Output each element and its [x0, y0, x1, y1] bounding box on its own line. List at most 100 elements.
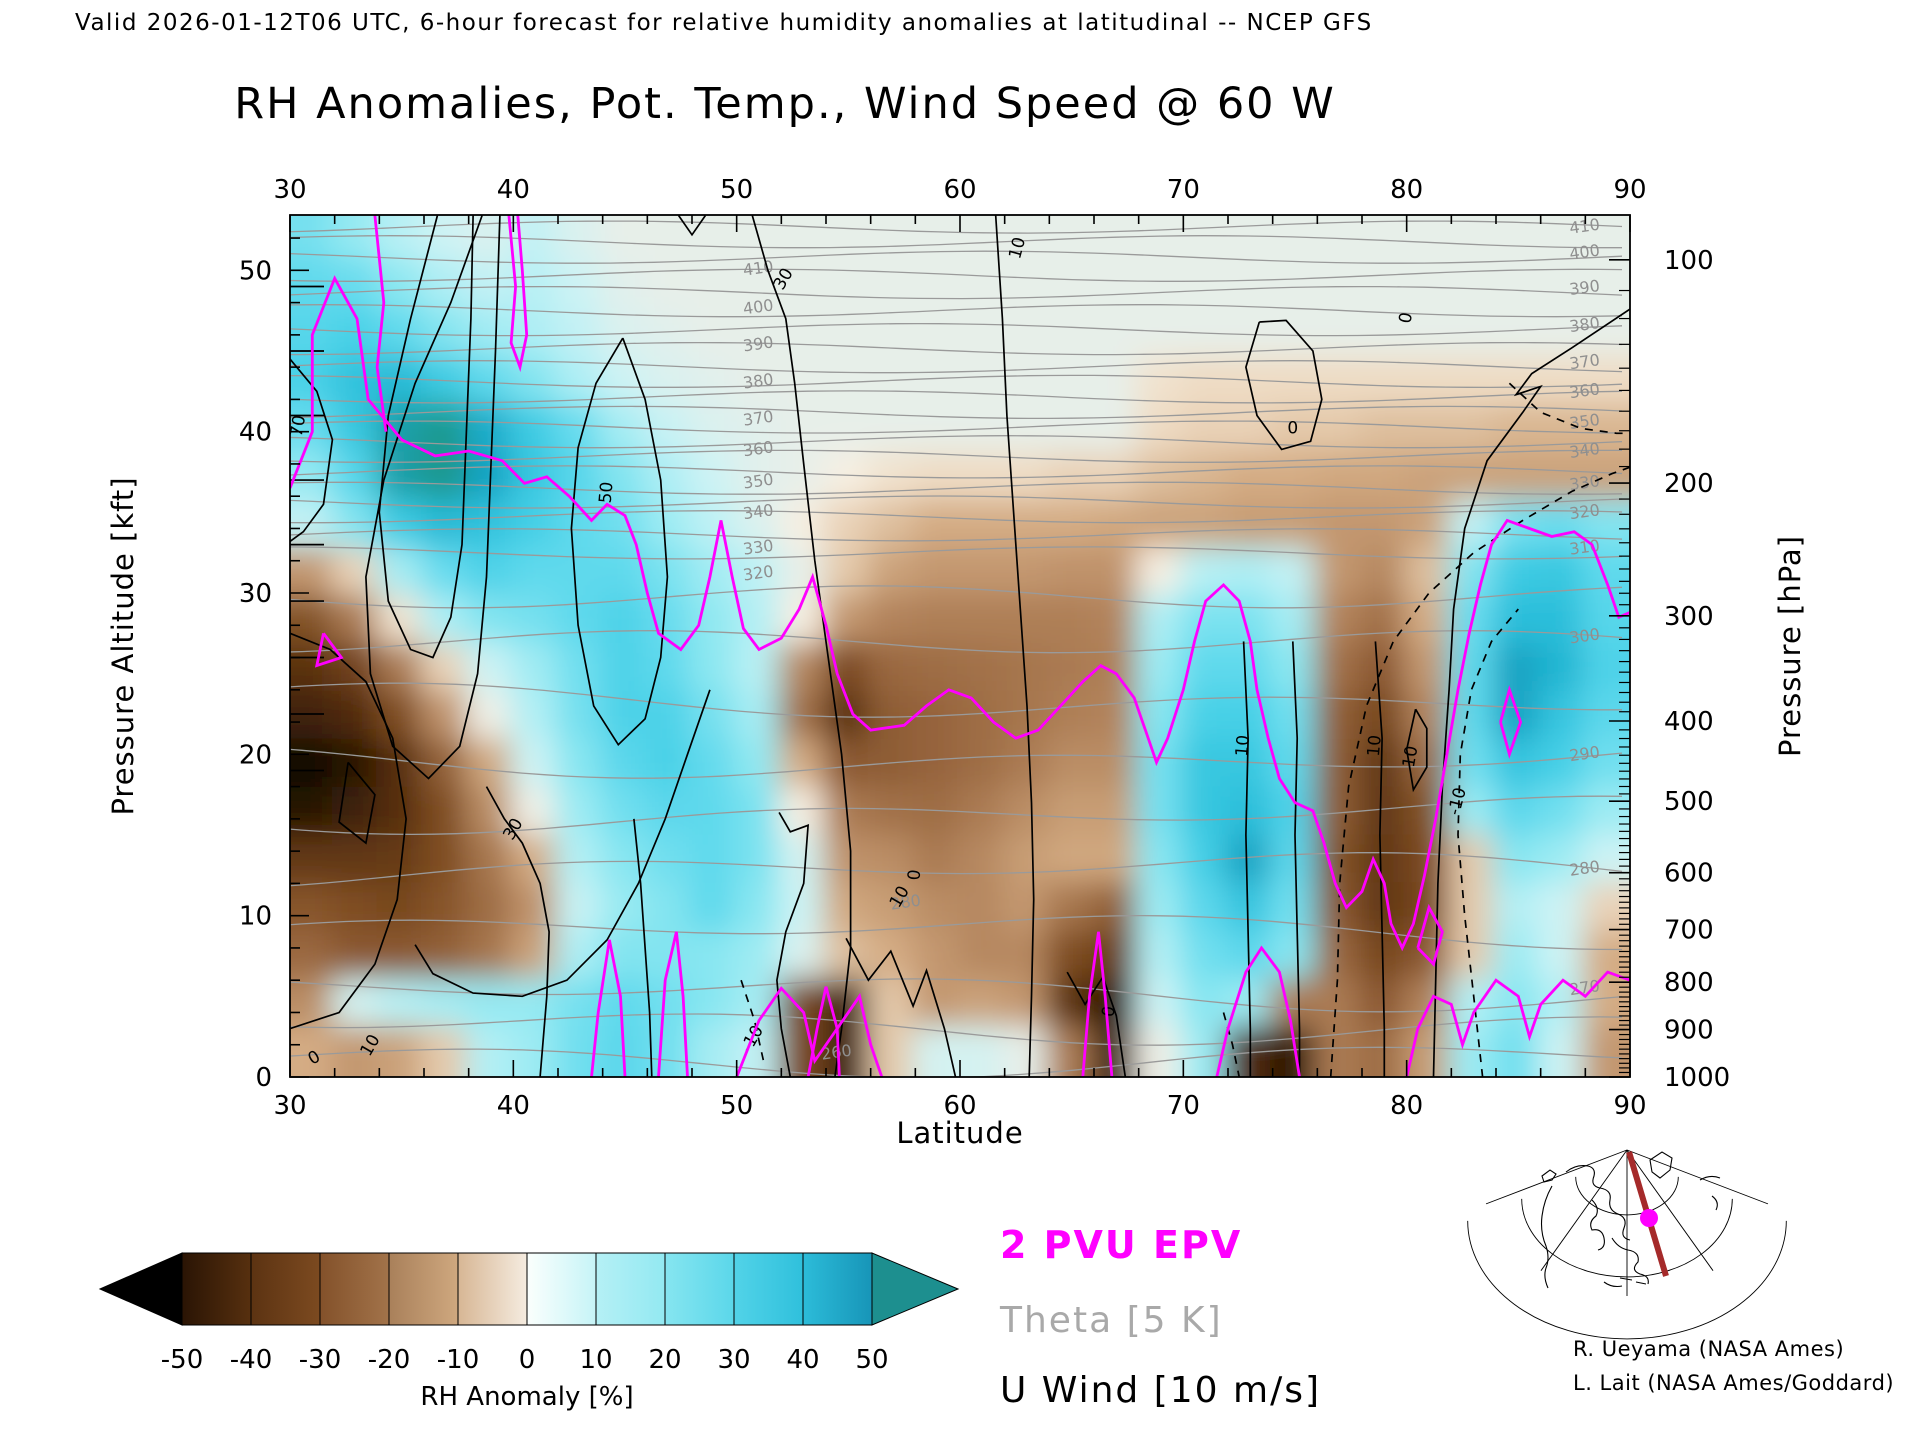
heatmap-cell	[1135, 307, 1187, 362]
heatmap-cell	[1448, 930, 1499, 985]
heatmap-cell	[1001, 259, 1053, 314]
heatmap-cell	[689, 930, 740, 985]
heatmap-cell	[1582, 738, 1630, 793]
inset-coastline	[1590, 1199, 1605, 1251]
heatmap-cell	[1537, 451, 1589, 506]
uwind-contour-solid	[414, 689, 711, 998]
inset-location-dot	[1640, 1209, 1658, 1227]
heatmap-cell	[1046, 643, 1097, 697]
heatmap-cell	[599, 403, 651, 458]
heatmap-cell	[1225, 215, 1276, 266]
heatmap-cell	[376, 499, 427, 554]
heatmap-cell	[1001, 643, 1053, 697]
heatmap-cell	[867, 595, 919, 649]
heatmap-cell	[331, 882, 383, 937]
heatmap-cell	[465, 595, 517, 649]
y-right-tick-label: 200	[1664, 469, 1714, 499]
theta-contour-line	[290, 304, 1623, 318]
heatmap-cell	[599, 1026, 651, 1077]
heatmap-cell	[1180, 690, 1231, 745]
heatmap-cell	[1582, 451, 1630, 506]
heatmap-cell	[1403, 547, 1455, 602]
heatmap-cell	[1403, 499, 1455, 554]
heatmap-cell	[510, 786, 561, 841]
heatmap-cell	[1180, 355, 1231, 410]
heatmap-cell	[1180, 882, 1231, 937]
heatmap-cell	[912, 547, 963, 602]
theta-contour-line	[290, 220, 1623, 234]
heatmap-cell	[331, 547, 383, 602]
epv-secondary-line	[735, 986, 884, 1077]
heatmap-cell	[599, 215, 651, 266]
colorbar-segment	[250, 1252, 321, 1326]
theta-contour-label: 270	[1568, 976, 1601, 999]
heatmap-cell	[778, 643, 829, 697]
heatmap-cell	[823, 738, 874, 793]
x-tick-label-top: 70	[1167, 175, 1200, 205]
theta-contours: 4104003903803703603503403303204104003903…	[290, 215, 1623, 1077]
heatmap-cell	[1269, 930, 1321, 985]
heatmap-cell	[644, 1026, 695, 1077]
heatmap-cell	[1493, 451, 1544, 506]
heatmap-cell	[1314, 1026, 1365, 1077]
colorbar-segment	[664, 1252, 735, 1326]
heatmap-cell	[1537, 643, 1589, 697]
colorbar-tick-label: 40	[786, 1345, 819, 1375]
heatmap-cell	[465, 930, 517, 985]
y-right-tick-label: 1000	[1664, 1063, 1730, 1093]
theta-contour-line	[290, 390, 1623, 404]
colorbar-tick-label: -40	[230, 1345, 272, 1375]
heatmap-cell	[1135, 738, 1187, 793]
heatmap-cell	[1180, 451, 1231, 506]
y-left-axis-title: Pressure Altitude [kft]	[106, 476, 140, 815]
uwind-contour-label: 10	[1399, 744, 1422, 769]
colorbar-tick-label: 0	[519, 1345, 536, 1375]
heatmap-cell	[1046, 738, 1097, 793]
heatmap-cell	[510, 690, 561, 745]
theta-contour-label: 320	[1568, 500, 1601, 523]
credit-line-2: L. Lait (NASA Ames/Goddard)	[1573, 1371, 1894, 1395]
heatmap-cell	[290, 1026, 338, 1077]
heatmap-cell	[1403, 451, 1455, 506]
heatmap-cell	[689, 978, 740, 1033]
theta-contour-line	[290, 405, 1623, 420]
epv-secondary-line	[1405, 970, 1630, 1077]
y-right-tick-label: 300	[1664, 602, 1714, 632]
inset-coastline	[1699, 1175, 1721, 1211]
colorbar-segment	[526, 1252, 597, 1326]
heatmap-cell	[1091, 595, 1142, 649]
heatmap-cell	[644, 882, 695, 937]
heatmap-cell	[1269, 882, 1321, 937]
y-right-tick-label: 600	[1664, 859, 1714, 889]
uwind-contour-solid	[570, 337, 669, 747]
inset-graticule-meridian	[1485, 1149, 1628, 1205]
heatmap-cell	[957, 930, 1008, 985]
heatmap-cell	[644, 499, 695, 554]
heatmap-cell	[778, 882, 829, 937]
heatmap-cell	[1001, 930, 1053, 985]
y-left-tick-label: 0	[255, 1063, 272, 1093]
heatmap-cell	[1225, 355, 1276, 410]
heatmap-cell	[1091, 499, 1142, 554]
heatmap-cell	[555, 690, 606, 745]
heatmap-cell	[957, 882, 1008, 937]
heatmap-cell	[1225, 738, 1276, 793]
uwind-contour-solid	[677, 215, 707, 237]
heatmap-cell	[1046, 786, 1097, 841]
heatmap-cell	[1046, 307, 1097, 362]
heatmap-cell	[376, 1026, 427, 1077]
colorbar-tick-label: -50	[161, 1345, 203, 1375]
heatmap-cell	[1537, 834, 1589, 889]
heatmap-cell	[599, 738, 651, 793]
heatmap-cell	[290, 547, 338, 602]
heatmap-cell	[912, 834, 963, 889]
theta-contour-line	[290, 546, 1623, 560]
legend-uwind: U Wind [10 m/s]	[1000, 1370, 1321, 1411]
heatmap-cell	[555, 786, 606, 841]
inset-graticule-meridian	[1626, 1149, 1769, 1205]
theta-contour-line	[290, 914, 1623, 951]
heatmap-cell	[1225, 547, 1276, 602]
x-tick-label-bottom: 60	[943, 1091, 976, 1121]
heatmap-cell	[421, 547, 472, 602]
theta-contour-label: 360	[742, 437, 775, 460]
